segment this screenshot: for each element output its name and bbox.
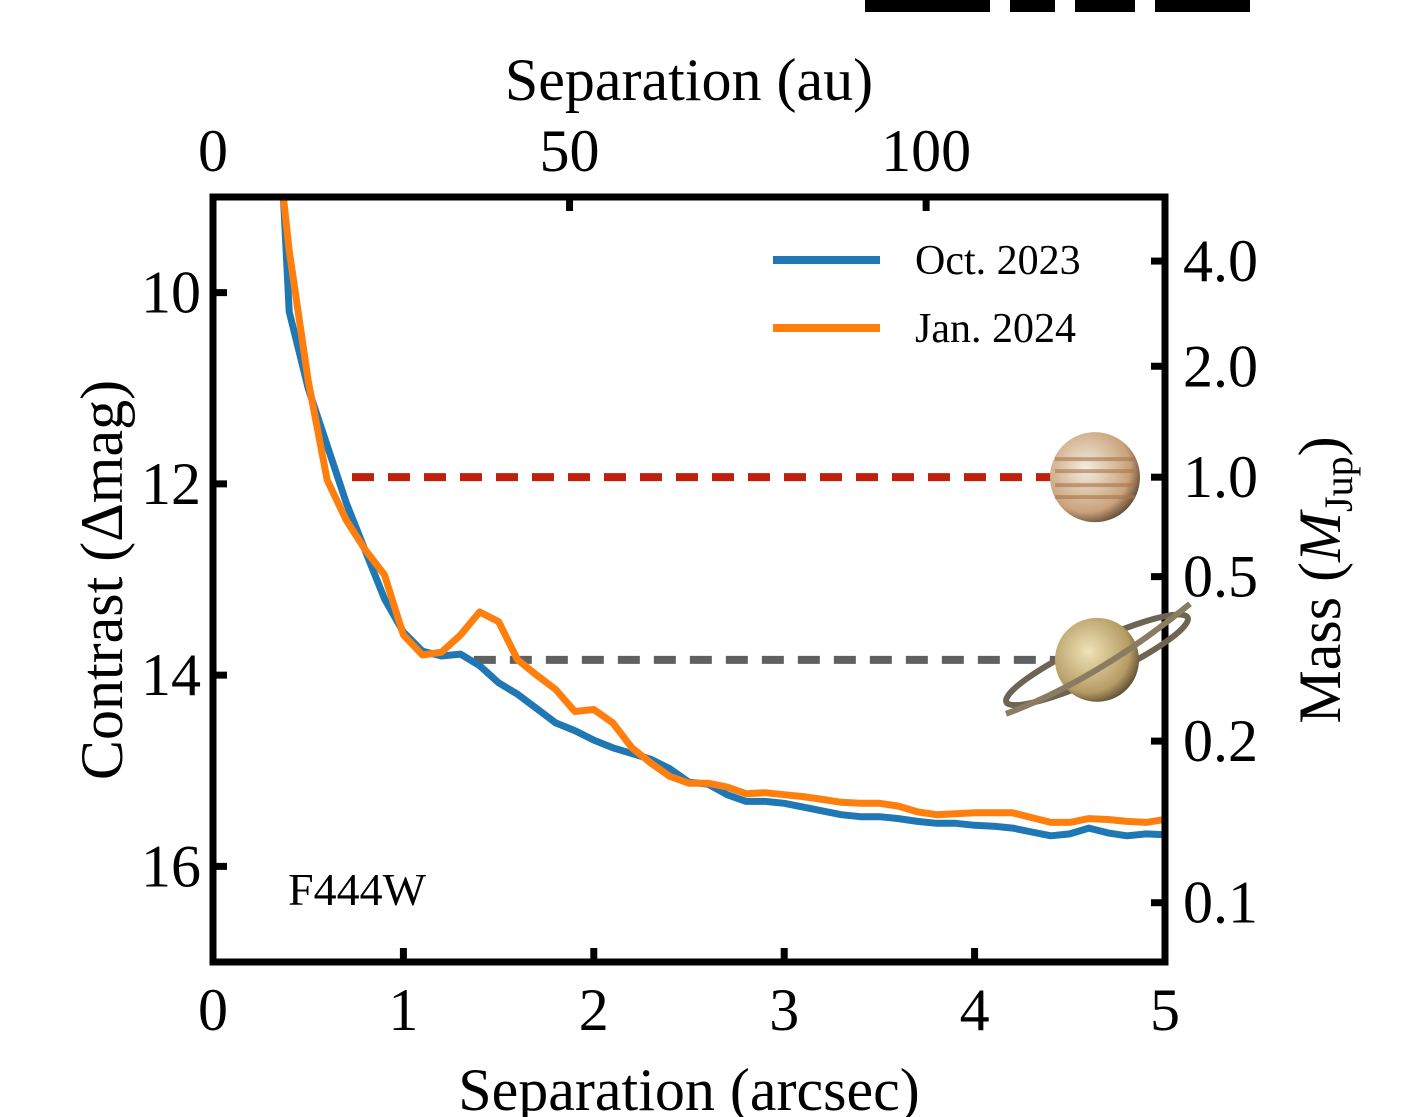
x-tick-label: 5 [1150,977,1180,1043]
y2-label-suffix: ) [1287,436,1353,456]
jupiter-icon [1050,432,1140,522]
page: {"chart_data": { "type": "line", "title"… [0,0,1424,1117]
y-axis-label: Contrast (Δmag) [69,380,135,780]
y2-tick-label: 2.0 [1183,333,1258,399]
y-tick-label: 16 [141,833,201,899]
y-tick-label: 10 [141,260,201,326]
cropped-legend-fragment [865,0,1250,12]
y2-tick-label: 4.0 [1183,228,1258,294]
series-line [283,197,1165,822]
y2-tick-label: 0.2 [1183,708,1258,774]
y2-tick-label: 0.1 [1183,870,1258,936]
y-tick-label: 14 [141,642,201,708]
y2-axis-label: Mass (MJup) [1287,436,1361,723]
chart: Separation (au) Separation (arcsec) Cont… [0,0,1424,1117]
y2-tick-label: 0.5 [1183,544,1258,610]
x-axis-label: Separation (arcsec) [458,1057,919,1117]
x2-tick-label: 100 [881,118,971,184]
x-tick-label: 4 [960,977,990,1043]
series-line [283,197,1165,836]
x-tick-label: 1 [388,977,418,1043]
legend-label: Oct. 2023 [915,238,1081,284]
x2-tick-label: 50 [540,118,600,184]
filter-annotation: F444W [288,864,427,915]
x-tick-label: 0 [198,977,228,1043]
y2-label-prefix: Mass ( [1287,562,1353,724]
legend-label: Jan. 2024 [915,306,1076,352]
x-tick-label: 3 [769,977,799,1043]
y2-label-symbol: M [1287,509,1353,563]
top-axis-title: Separation (au) [505,47,873,113]
x2-tick-label: 0 [198,118,228,184]
y-tick-label: 12 [141,451,201,517]
plot-area [283,197,1165,836]
y2-label-subscript: Jup [1316,456,1361,512]
y2-tick-label: 1.0 [1183,444,1258,510]
x-tick-label: 2 [579,977,609,1043]
